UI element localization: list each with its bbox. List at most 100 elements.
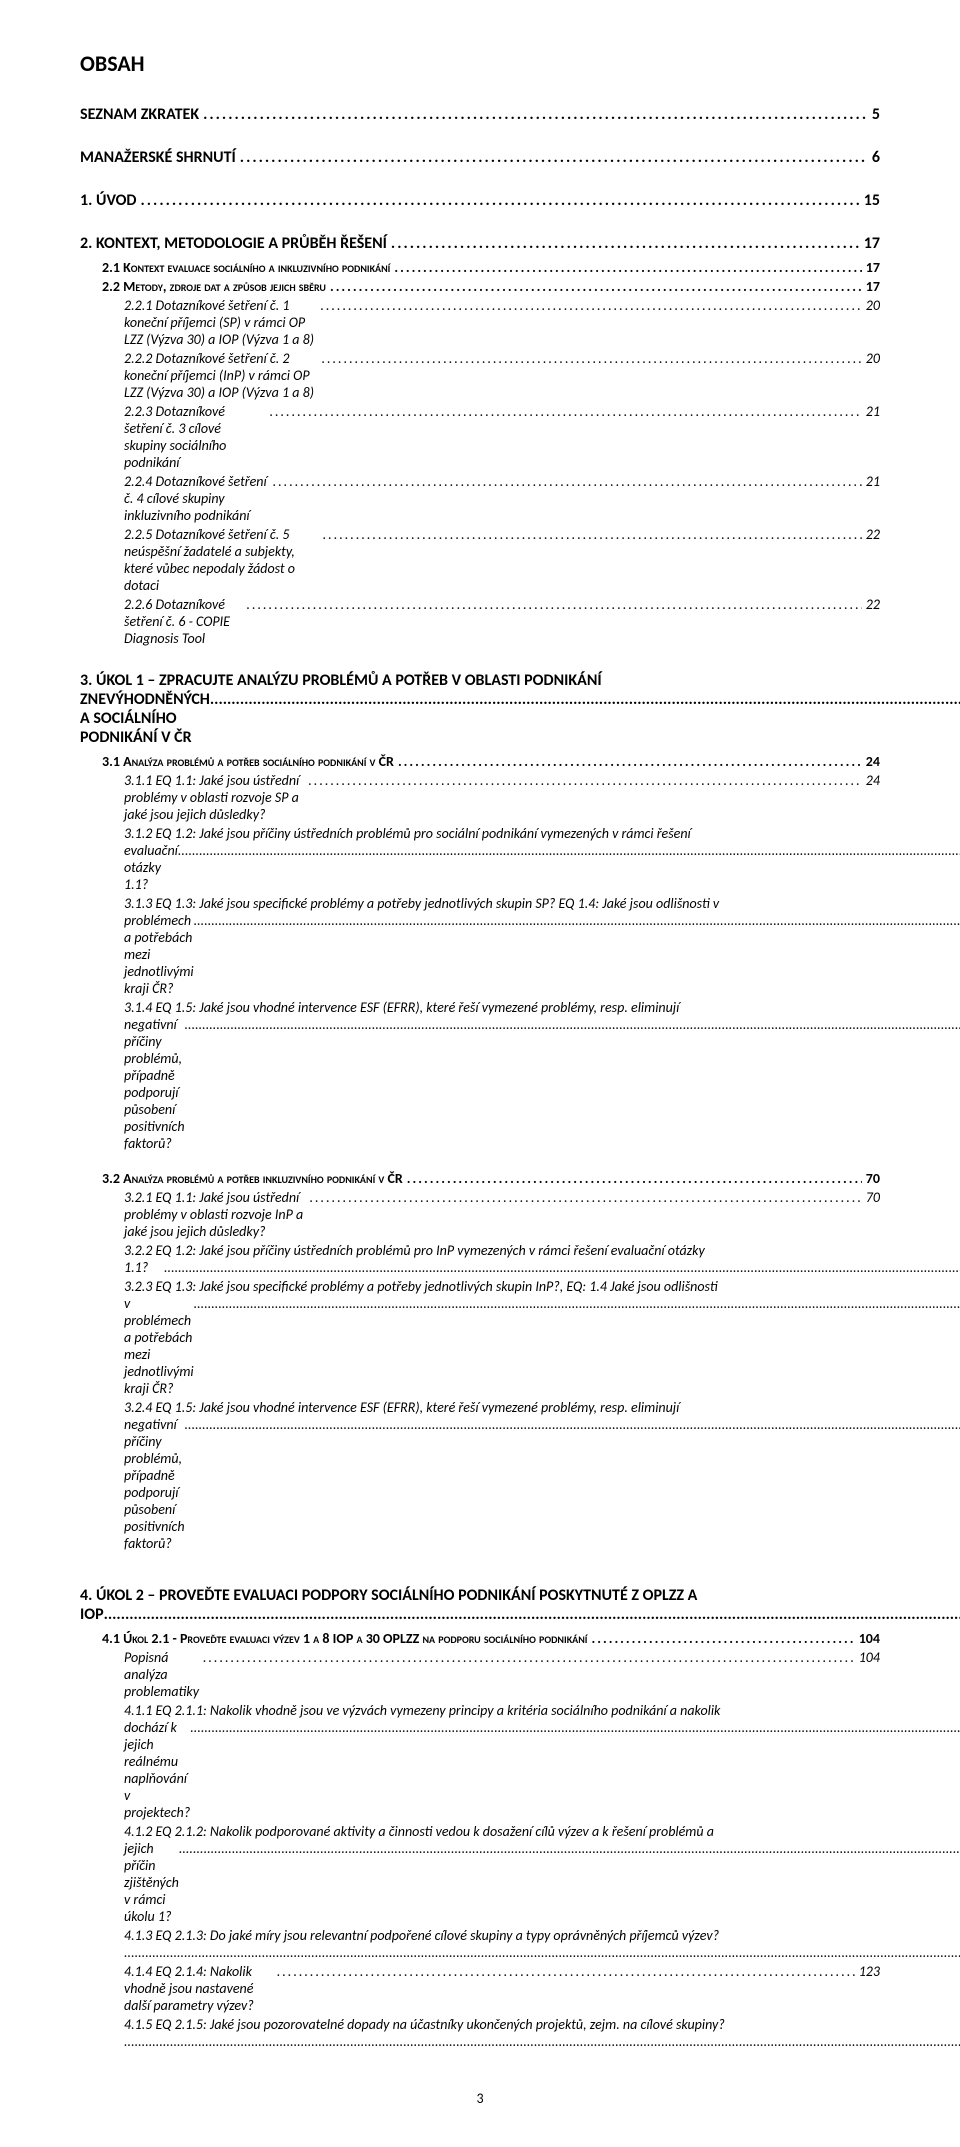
toc-label: IOP xyxy=(80,1605,104,1624)
dots: ........................................… xyxy=(240,148,868,167)
toc-page: 24 xyxy=(866,772,880,789)
toc-label-line1: 3.2.3 EQ 1.3: Jaké jsou specifické probl… xyxy=(124,1278,880,1295)
toc-entry-4-line2: IOP ....................................… xyxy=(80,1605,880,1624)
toc-entry-2-2-1: 2.2.1 Dotazníkové šetření č. 1 koneční p… xyxy=(124,297,880,348)
dots: ........................................… xyxy=(308,772,861,789)
toc-entry-2-2: 2.2 Metody, zdroje dat a způsob jejich s… xyxy=(102,278,880,295)
toc-label: 2.2 Metody, zdroje dat a způsob jejich s… xyxy=(102,278,326,295)
toc-page: 70 xyxy=(866,1189,880,1206)
toc-label: 4.1.4 EQ 2.1.4: Nakolik vhodně jsou nast… xyxy=(124,1963,273,2014)
dots: ........................................… xyxy=(323,526,862,543)
toc-label: 4.1 Úkol 2.1 - Proveďte evaluaci výzev 1… xyxy=(102,1630,587,1647)
dots: ........................................… xyxy=(179,1840,960,1857)
toc-page: 17 xyxy=(866,278,880,295)
dots: ........................................… xyxy=(270,403,862,420)
toc-label-line1: 3.1.2 EQ 1.2: Jaké jsou příčiny ústřední… xyxy=(124,825,880,842)
toc-entry-3-2-4: 3.2.4 EQ 1.5: Jaké jsou vhodné intervenc… xyxy=(124,1399,880,1552)
toc-label: 2.2.6 Dotazníkové šetření č. 6 - COPIE D… xyxy=(124,596,243,647)
toc-label: 3.2 Analýza problémů a potřeb inkluzivní… xyxy=(102,1170,403,1187)
dots: ........................................… xyxy=(322,350,862,367)
toc-label: 1.1? xyxy=(124,1259,164,1276)
dots: ........................................… xyxy=(247,596,862,613)
toc-entry-3-2: 3.2 Analýza problémů a potřeb inkluzivní… xyxy=(102,1170,880,1187)
toc-entry-4-1-1: 4.1.1 EQ 2.1.1: Nakolik vhodně jsou ve v… xyxy=(124,1702,880,1821)
dots: ........................................… xyxy=(124,1944,960,1961)
toc-label: evaluační otázky 1.1? xyxy=(124,842,178,893)
dots: ........................................… xyxy=(185,1416,960,1433)
dots: ........................................… xyxy=(273,473,862,490)
toc-page: 24 xyxy=(866,753,880,770)
toc-label-line1: 3.2.2 EQ 1.2: Jaké jsou příčiny ústřední… xyxy=(124,1242,880,1259)
toc-entry-4-line1: 4. ÚKOL 2 – PROVEĎTE EVALUACI PODPORY SO… xyxy=(80,1586,880,1605)
toc-label: 2.2.2 Dotazníkové šetření č. 2 koneční p… xyxy=(124,350,318,401)
dots: ........................................… xyxy=(164,1259,960,1276)
dots: ........................................… xyxy=(124,2033,960,2050)
dots: ........................................… xyxy=(194,912,960,929)
dots: ........................................… xyxy=(330,278,862,295)
toc-page: 22 xyxy=(866,526,880,543)
toc-label: 2.2.1 Dotazníkové šetření č. 1 koneční p… xyxy=(124,297,316,348)
toc-label: negativní příčiny problémů, případně pod… xyxy=(124,1416,185,1552)
dots: ........................................… xyxy=(398,753,862,770)
toc-entry-4-1-0: Popisná analýza problematiky ...........… xyxy=(124,1649,880,1700)
toc-label: negativní příčiny problémů, případně pod… xyxy=(124,1016,185,1152)
dots: ........................................… xyxy=(277,1963,855,1980)
toc-entry-2-2-2: 2.2.2 Dotazníkové šetření č. 2 koneční p… xyxy=(124,350,880,401)
toc-entry-2-2-3: 2.2.3 Dotazníkové šetření č. 3 cílové sk… xyxy=(124,403,880,471)
toc-page: 21 xyxy=(866,473,880,490)
dots: ........................................… xyxy=(185,1016,960,1033)
toc-label-line1: 4.1.2 EQ 2.1.2: Nakolik podporované akti… xyxy=(124,1823,880,1840)
toc-page: 20 xyxy=(866,350,880,367)
toc-label-line1: 3.1.3 EQ 1.3: Jaké jsou specifické probl… xyxy=(124,895,880,912)
toc-page: 21 xyxy=(866,403,880,420)
dots: ........................................… xyxy=(203,105,868,124)
toc-label-line1: 3.1.4 EQ 1.5: Jaké jsou vhodné intervenc… xyxy=(124,999,880,1016)
dots: ........................................… xyxy=(141,191,860,210)
toc-label: 3.1.1 EQ 1.1: Jaké jsou ústřední problém… xyxy=(124,772,304,823)
page-number: 3 xyxy=(80,2090,880,2107)
toc-page: 20 xyxy=(866,297,880,314)
toc-label: 2.2.5 Dotazníkové šetření č. 5 neúspěšní… xyxy=(124,526,319,594)
toc-label: 2.2.4 Dotazníkové šetření č. 4 cílové sk… xyxy=(124,473,269,524)
dots: ........................................… xyxy=(407,1170,862,1187)
toc-entry-3-line1: 3. ÚKOL 1 – ZPRACUJTE ANALÝZU PROBLÉMŮ A… xyxy=(80,671,880,690)
toc-entry-2-2-6: 2.2.6 Dotazníkové šetření č. 6 - COPIE D… xyxy=(124,596,880,647)
toc-entry-3-1-1: 3.1.1 EQ 1.1: Jaké jsou ústřední problém… xyxy=(124,772,880,823)
dots: ........................................… xyxy=(391,234,860,253)
toc-entry-3-2-1: 3.2.1 EQ 1.1: Jaké jsou ústřední problém… xyxy=(124,1189,880,1240)
toc-entry-2-2-4: 2.2.4 Dotazníkové šetření č. 4 cílové sk… xyxy=(124,473,880,524)
toc-entry-seznam-zkratek: SEZNAM ZKRATEK .........................… xyxy=(80,105,880,124)
dots: ........................................… xyxy=(310,1189,862,1206)
toc-label: Popisná analýza problematiky xyxy=(124,1649,199,1700)
toc-label: 3.2.1 EQ 1.1: Jaké jsou ústřední problém… xyxy=(124,1189,306,1240)
toc-page: 17 xyxy=(866,259,880,276)
toc-entry-3-2-2: 3.2.2 EQ 1.2: Jaké jsou příčiny ústřední… xyxy=(124,1242,880,1276)
dots: ........................................… xyxy=(210,690,960,709)
toc-label: 2.1 Kontext evaluace sociálního a inkluz… xyxy=(102,259,390,276)
toc-label: MANAŽERSKÉ SHRNUTÍ xyxy=(80,148,236,167)
toc-entry-2-2-5: 2.2.5 Dotazníkové šetření č. 5 neúspěšní… xyxy=(124,526,880,594)
toc-entry-4-1-2: 4.1.2 EQ 2.1.2: Nakolik podporované akti… xyxy=(124,1823,880,1925)
toc-title: OBSAH xyxy=(80,50,880,77)
toc-label: 2. KONTEXT, METODOLOGIE A PRŮBĚH ŘEŠENÍ xyxy=(80,234,387,253)
toc-entry-1: 1. ÚVOD ................................… xyxy=(80,191,880,210)
toc-label: dochází k jejich reálnému naplňování v p… xyxy=(124,1719,190,1821)
toc-page: 123 xyxy=(859,1963,880,1980)
toc-entry-man-shrn: MANAŽERSKÉ SHRNUTÍ .....................… xyxy=(80,148,880,167)
toc-entry-2-1: 2.1 Kontext evaluace sociálního a inkluz… xyxy=(102,259,880,276)
dots: ........................................… xyxy=(190,1719,960,1736)
dots: ........................................… xyxy=(320,297,861,314)
toc-label: problémech a potřebách mezi jednotlivými… xyxy=(124,912,194,997)
toc-entry-4-1: 4.1 Úkol 2.1 - Proveďte evaluaci výzev 1… xyxy=(102,1630,880,1647)
toc-entry-4-1-4: 4.1.4 EQ 2.1.4: Nakolik vhodně jsou nast… xyxy=(124,1963,880,2014)
toc-entry-3-1-2: 3.1.2 EQ 1.2: Jaké jsou příčiny ústřední… xyxy=(124,825,880,893)
dots: ........................................… xyxy=(394,259,861,276)
toc-label: 1. ÚVOD xyxy=(80,191,137,210)
toc-label-line1: 4.1.1 EQ 2.1.1: Nakolik vhodně jsou ve v… xyxy=(124,1702,880,1719)
toc-entry-3-1: 3.1 Analýza problémů a potřeb sociálního… xyxy=(102,753,880,770)
toc-label: v problémech a potřebách mezi jednotlivý… xyxy=(124,1295,194,1397)
dots: ........................................… xyxy=(104,1605,960,1624)
toc-page: 17 xyxy=(864,234,880,253)
dots: ........................................… xyxy=(591,1630,854,1647)
toc-entry-3-1-4: 3.1.4 EQ 1.5: Jaké jsou vhodné intervenc… xyxy=(124,999,880,1152)
